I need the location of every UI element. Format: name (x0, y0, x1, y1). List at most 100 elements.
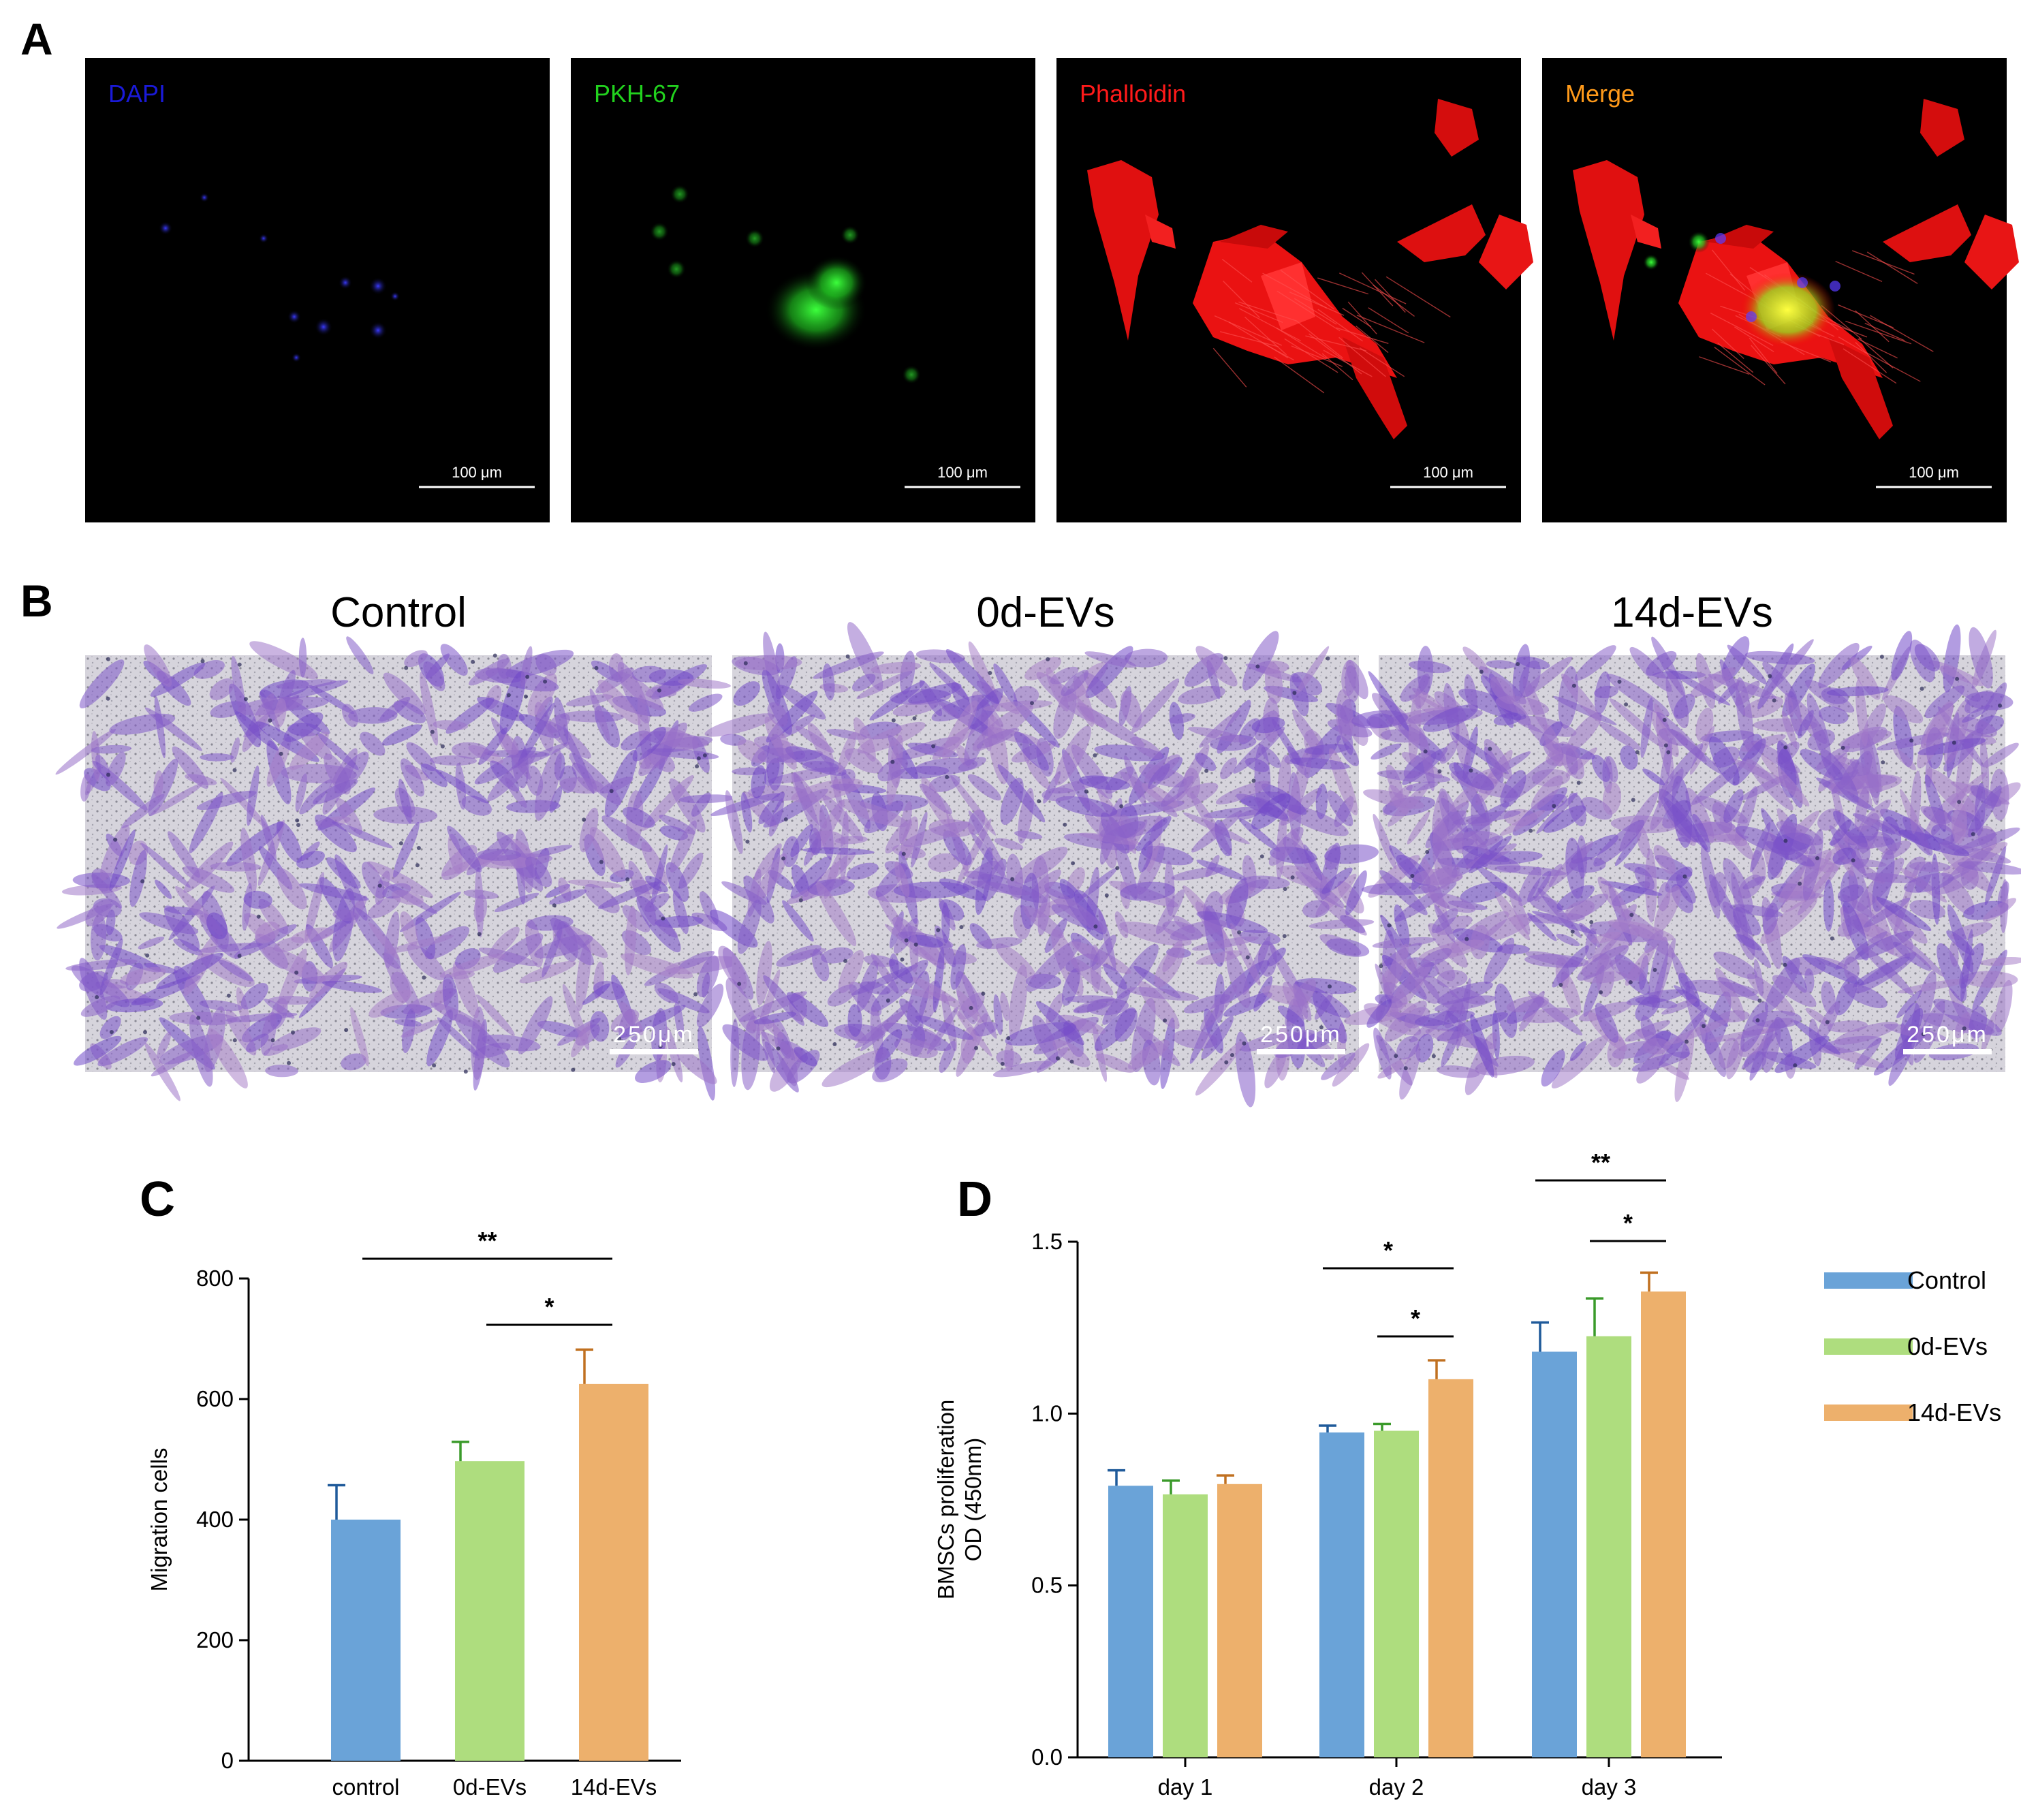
membrane-pore (471, 659, 475, 664)
membrane-pore (506, 693, 511, 697)
migrated-cell (1486, 660, 1516, 669)
membrane-pore (422, 975, 426, 980)
y-tick-label: 1.5 (1031, 1229, 1063, 1254)
migrated-cell (424, 926, 470, 960)
migrated-cell (956, 990, 982, 1023)
migrated-cell (291, 927, 334, 943)
bar-control (331, 1520, 401, 1761)
migrated-cell (1635, 997, 1678, 1009)
significance-label: ** (1591, 1148, 1610, 1176)
y-axis-label: BMSCs proliferationOD (450nm) (933, 1400, 986, 1599)
migrated-cell (802, 761, 839, 772)
membrane-pore (1617, 679, 1622, 684)
migrated-cell (120, 967, 166, 986)
migrated-cell (1251, 717, 1285, 734)
panel-label-c: C (140, 1172, 175, 1227)
migrated-cell (1552, 945, 1589, 988)
migrated-cell (951, 681, 971, 713)
channel-label: Phalloidin (1080, 80, 1186, 108)
membrane-pore (1387, 923, 1392, 928)
migrated-cell (909, 932, 919, 973)
x-tick-label: control (332, 1774, 399, 1800)
migrated-cell (1196, 860, 1247, 881)
membrane-pore (904, 938, 909, 943)
migrated-cell (1406, 781, 1439, 791)
scale-bar-label: 250μm (613, 1022, 695, 1048)
migrated-cell (1321, 867, 1353, 894)
migrated-cell (734, 655, 802, 671)
membrane-pore (463, 1069, 468, 1074)
migrated-cell (284, 680, 349, 700)
migrated-cell (871, 661, 921, 674)
membrane-pore (695, 764, 700, 769)
migrated-cell (283, 712, 324, 742)
migrated-cell (494, 892, 539, 913)
migrated-cell (838, 950, 864, 993)
migrated-cell (1093, 1024, 1108, 1082)
migrated-cell (1170, 920, 1227, 941)
migrated-cell (1610, 958, 1646, 981)
migrated-cell (1326, 938, 1370, 957)
membrane-pore (1955, 676, 1960, 681)
migrated-cell (871, 960, 928, 1012)
migrated-cell (1470, 831, 1490, 856)
migrated-cell (139, 912, 199, 935)
migrated-cell (1902, 816, 1933, 856)
migrated-cell (1449, 762, 1494, 791)
migrated-cell (91, 874, 123, 909)
membrane-pore (1635, 750, 1640, 755)
migrated-cell (439, 954, 505, 978)
migrated-cell (1050, 666, 1079, 685)
migrated-cell (1746, 758, 1793, 811)
actin-fiber (1276, 327, 1327, 360)
migrated-cell (1464, 1032, 1497, 1095)
migrated-cell (601, 815, 653, 853)
membrane-pore (1682, 874, 1687, 879)
migrated-cell (1599, 721, 1641, 750)
membrane-pore (1425, 849, 1430, 854)
migrated-cell (463, 890, 499, 900)
actin-fiber (1309, 333, 1362, 375)
migrated-cell (1636, 824, 1650, 858)
membrane-pore (1920, 687, 1924, 691)
migrated-cell (1753, 959, 1764, 997)
membrane-pore (1576, 781, 1581, 785)
migrated-cell (1434, 905, 1456, 943)
migrated-cell (322, 980, 383, 993)
actin-fiber (1749, 337, 1778, 374)
migrated-cell (943, 830, 972, 866)
ev-spot (1643, 254, 1659, 270)
membrane-pore (1815, 856, 1819, 860)
membrane-pore (1793, 1063, 1798, 1068)
membrane-pore (1589, 920, 1594, 924)
membrane-pore (945, 774, 950, 779)
migrated-cell (725, 790, 743, 854)
ev-spot (902, 365, 921, 384)
migrated-cell (254, 922, 280, 943)
membrane-pore (798, 898, 803, 903)
migrated-cell (1937, 943, 1967, 1002)
actin-fiber (1866, 352, 1921, 382)
membrane-pore (1006, 1036, 1011, 1041)
membrane-pore (291, 1030, 295, 1035)
migrated-cell (1377, 770, 1451, 783)
bar-0d-evs-day2 (1374, 1430, 1419, 1757)
bar-control-day3 (1532, 1351, 1577, 1757)
membrane-pore (1223, 656, 1228, 661)
migrated-cell (407, 944, 446, 981)
membrane-pore (344, 1028, 349, 1033)
migrated-cell (1735, 680, 1760, 706)
migrated-cell (398, 779, 412, 823)
migrated-cell (911, 977, 967, 1011)
migrated-cell (473, 894, 488, 923)
migrated-cell (1862, 873, 1917, 883)
migrated-cell (997, 764, 1046, 823)
legend-swatch (1824, 1272, 1913, 1289)
migrated-cell (1373, 1027, 1392, 1080)
migrated-cell (919, 680, 943, 717)
migrated-cell (189, 791, 223, 853)
migrated-cell (468, 658, 510, 686)
actin-fiber (1284, 338, 1338, 373)
migrated-cell (1776, 821, 1823, 846)
